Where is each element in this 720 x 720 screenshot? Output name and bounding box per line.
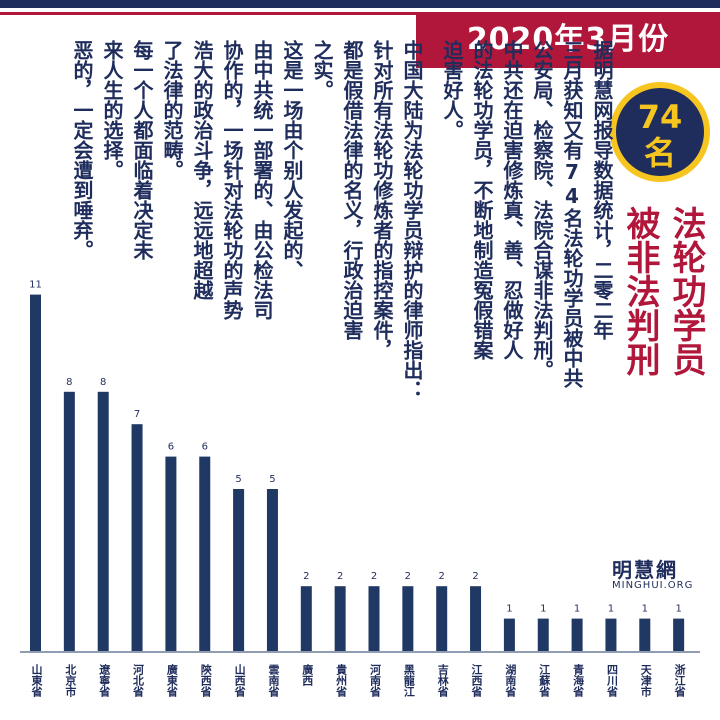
bar bbox=[199, 456, 211, 651]
count-unit: 名 bbox=[643, 134, 676, 172]
category-label: 貴州省 bbox=[334, 664, 348, 697]
text-column-11: 这是一场由个别人发起的、 bbox=[280, 40, 304, 280]
bar-value-label: 8 bbox=[100, 377, 106, 388]
bar-value-label: 7 bbox=[134, 409, 140, 420]
text-column-1: 据明慧网报导数据统计，二零二年 bbox=[590, 40, 614, 340]
category-label: 雲南省 bbox=[266, 664, 280, 697]
bar bbox=[571, 618, 583, 651]
category-label: 四川省 bbox=[605, 664, 619, 697]
text-column-12: 由中共统一部署的、由公检法司 bbox=[250, 40, 274, 320]
bar-value-label: 6 bbox=[202, 442, 208, 453]
text-column-14: 浩大的政治斗争，远远地超越 bbox=[190, 40, 214, 300]
bar bbox=[266, 489, 278, 651]
bar bbox=[436, 586, 448, 651]
bar bbox=[368, 586, 380, 651]
bar-value-label: 6 bbox=[168, 442, 174, 453]
bar bbox=[97, 391, 109, 651]
bar-value-label: 1 bbox=[540, 604, 546, 615]
bar bbox=[639, 618, 651, 651]
count-badge: 74 名 bbox=[610, 82, 710, 182]
text-column-2: 三月获知又有74名法轮功学员被中共 bbox=[560, 40, 584, 388]
category-label: 山西省 bbox=[233, 664, 247, 697]
bar-value-label: 8 bbox=[66, 377, 72, 388]
bar-value-label: 5 bbox=[269, 474, 275, 485]
category-label: 河北省 bbox=[131, 664, 145, 697]
text-column-10: 之实。 bbox=[310, 40, 334, 100]
bar-value-label: 11 bbox=[29, 280, 42, 291]
bar-value-label: 1 bbox=[574, 604, 580, 615]
text-column-8: 针对所有法轮功修炼者的指控案件， bbox=[370, 40, 394, 360]
bar bbox=[30, 294, 41, 651]
category-label: 廣東省 bbox=[165, 664, 179, 697]
text-column-7: 中国大陆为法轮功学员辩护的律师指出： bbox=[400, 40, 424, 400]
text-column-5: 的法轮功学员，不断地制造冤假错案 bbox=[470, 40, 494, 360]
category-label: 浙江省 bbox=[673, 664, 687, 697]
headline-line-1: 法轮功学员 bbox=[666, 206, 706, 376]
bar bbox=[402, 586, 414, 651]
bar bbox=[131, 424, 143, 651]
text-column-4: 中共还在迫害修炼真、善、忍做好人 bbox=[500, 40, 524, 360]
category-label: 遼寧省 bbox=[97, 664, 111, 697]
category-label: 湖南省 bbox=[503, 664, 517, 697]
text-column-18: 恶的，一定会遭到唾弃。 bbox=[70, 40, 94, 260]
bar-value-label: 1 bbox=[675, 604, 681, 615]
bar-value-label: 2 bbox=[472, 571, 478, 582]
bar bbox=[334, 586, 346, 651]
category-label: 江蘇省 bbox=[537, 664, 551, 697]
headline-line-2: 被非法判刑 bbox=[620, 206, 660, 376]
bar bbox=[233, 489, 245, 651]
text-column-6: 迫害好人。 bbox=[440, 40, 464, 140]
bar bbox=[673, 618, 685, 651]
minghui-logo-en: MINGHUI.ORG bbox=[612, 580, 694, 591]
bar-value-label: 1 bbox=[642, 604, 648, 615]
text-column-9: 都是假借法律的名义，行政治迫害 bbox=[340, 40, 364, 340]
date-banner: 2020年3月份 bbox=[416, 12, 720, 68]
minghui-logo: 明慧網 bbox=[612, 558, 678, 582]
category-label: 江西省 bbox=[470, 664, 484, 697]
category-label: 山東省 bbox=[30, 664, 43, 697]
bar bbox=[300, 586, 312, 651]
bar-value-label: 1 bbox=[608, 604, 614, 615]
bar-value-label: 2 bbox=[439, 571, 445, 582]
text-column-16: 每一个人都面临着决定未 bbox=[130, 40, 154, 260]
bar-value-label: 1 bbox=[506, 604, 512, 615]
bar-value-label: 2 bbox=[405, 571, 411, 582]
bar bbox=[503, 618, 515, 651]
text-column-17: 来人生的选择。 bbox=[100, 40, 124, 180]
category-label: 廣西 bbox=[300, 664, 314, 686]
category-label: 天津市 bbox=[639, 664, 653, 697]
top-bar bbox=[0, 0, 720, 8]
top-accent-line bbox=[0, 12, 720, 15]
text-column-3: 公安局、检察院、法院合谋非法判刑。 bbox=[530, 40, 554, 380]
bar-value-label: 2 bbox=[303, 571, 309, 582]
text-column-15: 了法律的范畴。 bbox=[160, 40, 184, 180]
count-number: 74 bbox=[637, 98, 683, 136]
bar-value-label: 5 bbox=[235, 474, 241, 485]
category-label: 青海省 bbox=[571, 664, 585, 697]
bar bbox=[470, 586, 482, 651]
category-label: 北京市 bbox=[63, 664, 77, 697]
bar bbox=[63, 391, 75, 651]
category-label: 黑龍江 bbox=[402, 664, 416, 697]
bar bbox=[605, 618, 617, 651]
bar-value-label: 2 bbox=[371, 571, 377, 582]
bar bbox=[165, 456, 177, 651]
bar-value-label: 2 bbox=[337, 571, 343, 582]
bar bbox=[537, 618, 549, 651]
text-column-13: 协作的，一场针对法轮功的声势 bbox=[220, 40, 244, 320]
category-label: 陝西省 bbox=[199, 664, 213, 697]
category-label: 吉林省 bbox=[436, 664, 450, 697]
category-label: 河南省 bbox=[368, 664, 382, 697]
